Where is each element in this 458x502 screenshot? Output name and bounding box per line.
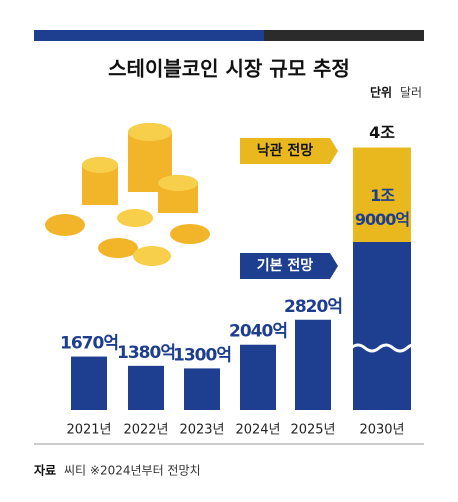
x-tick-label: 2030년 — [359, 423, 404, 438]
value-label: 1380억 — [117, 343, 175, 363]
bar — [128, 365, 164, 410]
bar — [240, 344, 276, 410]
x-tick-label: 2021년 — [66, 423, 111, 438]
unit-label: 단위 — [370, 85, 392, 100]
unit-text: 달러 — [400, 86, 422, 100]
value-label: 2040억 — [229, 322, 287, 342]
x-tick-label: 2023년 — [179, 423, 224, 438]
x-tick-label: 2022년 — [123, 423, 168, 438]
bar — [353, 147, 411, 242]
axis-break — [350, 343, 417, 353]
value-label: 1300억 — [173, 345, 231, 365]
coins — [45, 123, 210, 266]
legend-swatch — [240, 253, 338, 279]
value-label-box: 1조 9000억 — [354, 186, 410, 229]
source-label: 자료 — [34, 463, 56, 478]
bar — [353, 242, 411, 410]
source-text: 씨티 ※2024년부터 전망치 — [64, 464, 201, 478]
x-tick-label: 2025년 — [290, 423, 335, 438]
x-tick-label: 2024년 — [235, 423, 280, 438]
bar — [71, 356, 107, 410]
chart-title: 스테이블코인 시장 규모 추정 — [108, 57, 350, 81]
legend-swatch — [240, 138, 338, 164]
value-label: 4조 — [369, 123, 395, 142]
header-band — [264, 30, 424, 41]
value-label: 1670억 — [60, 334, 118, 354]
legend-label: 낙관 전망 — [257, 142, 314, 159]
value-label: 2820억 — [284, 297, 342, 317]
legend-label: 기본 전망 — [257, 257, 314, 274]
header-band — [34, 30, 264, 41]
bar — [295, 319, 331, 410]
bar — [184, 368, 220, 410]
value-label: 1조 9000억 — [354, 186, 410, 229]
